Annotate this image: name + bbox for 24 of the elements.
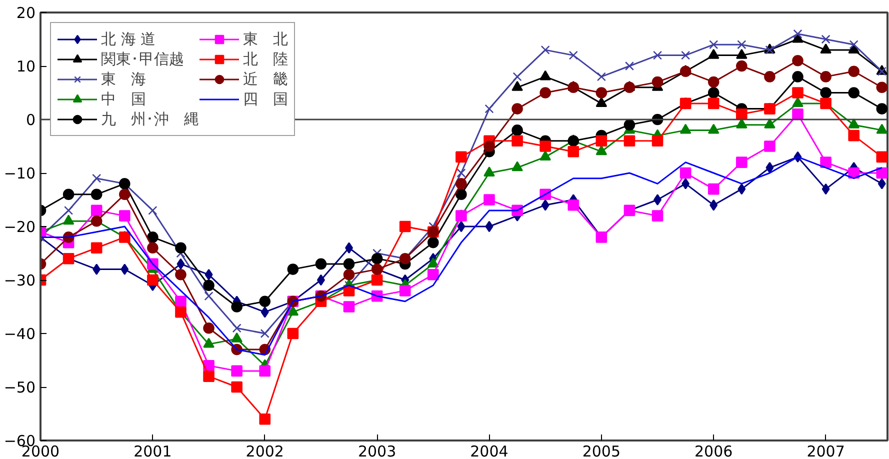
- x-tick-label: 2004: [470, 442, 508, 459]
- y-tick-label: −40: [4, 325, 36, 343]
- x-tick-label: 2001: [134, 442, 172, 459]
- y-tick-label: −10: [4, 164, 36, 182]
- x-tick-label: 2007: [806, 442, 845, 459]
- legend-label: 北 陸: [243, 49, 288, 69]
- y-tick-label: −20: [4, 218, 36, 236]
- legend-label: 中 国: [101, 89, 146, 109]
- y-tick-label: 0: [26, 111, 36, 129]
- x-tick-label: 2005: [582, 442, 621, 459]
- x-tick-label: 2002: [246, 442, 284, 459]
- y-tick-label: −30: [4, 272, 36, 290]
- legend-label: 東 海: [101, 69, 146, 89]
- y-tick-label: −50: [4, 378, 36, 396]
- y-tick-label: 10: [16, 58, 36, 76]
- legend-label: 関東･甲信越: [101, 49, 184, 69]
- legend-label: 東 北: [243, 29, 288, 49]
- legend-label: 近 畿: [243, 69, 288, 89]
- x-tick-label: 2006: [694, 442, 733, 459]
- x-tick-label: 2003: [358, 442, 396, 459]
- legend-label: 四 国: [243, 89, 288, 109]
- legend-label: 九 州･沖 縄: [101, 109, 199, 129]
- legend-label: 北 海 道: [101, 29, 156, 49]
- y-tick-label: 20: [16, 4, 36, 22]
